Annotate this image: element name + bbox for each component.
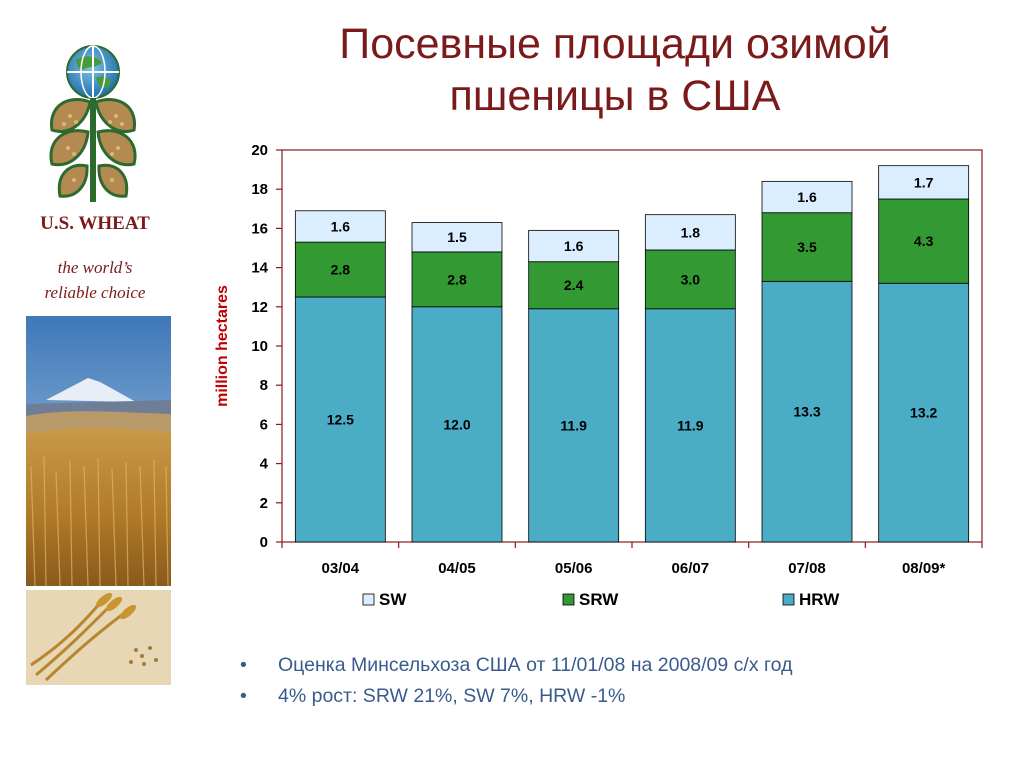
- data-label-srw: 3.5: [797, 239, 817, 255]
- x-category-label: 08/09*: [902, 560, 946, 577]
- bar-hrw: [528, 308, 620, 543]
- y-tick-label: 20: [251, 142, 268, 159]
- y-tick-label: 2: [260, 495, 268, 512]
- wheat-field-photo: [26, 316, 171, 586]
- y-tick-label: 6: [260, 416, 268, 433]
- x-category-label: 03/04: [322, 560, 360, 577]
- y-tick-label: 0: [260, 534, 268, 551]
- data-label-srw: 2.8: [447, 271, 467, 287]
- bar-srw: [761, 212, 853, 282]
- tagline-line-2: reliable choice: [44, 283, 146, 302]
- data-label-srw: 2.8: [331, 262, 351, 278]
- bar-sw: [644, 214, 736, 251]
- page-title: Посевные площади озимой пшеницы в США: [270, 18, 960, 122]
- data-label-sw: 1.6: [564, 238, 584, 254]
- y-tick-label: 14: [251, 260, 268, 277]
- bar-srw: [294, 241, 386, 298]
- legend-swatch-sw: [362, 593, 375, 606]
- bar-hrw: [411, 306, 503, 543]
- sidebar: U.S. WHEAT the world’s reliable choice: [0, 0, 180, 768]
- wheat-grain-photo: [26, 590, 171, 685]
- data-label-hrw: 13.3: [793, 404, 820, 420]
- data-label-hrw: 11.9: [677, 417, 704, 433]
- y-axis-label: million hectares: [214, 285, 231, 407]
- data-label-srw: 4.3: [914, 233, 934, 249]
- bar-srw: [411, 251, 503, 308]
- legend-label-sw: SW: [379, 590, 407, 609]
- x-category-label: 05/06: [555, 560, 593, 577]
- data-label-srw: 2.4: [564, 277, 584, 293]
- y-tick-label: 4: [260, 456, 269, 473]
- data-label-sw: 1.7: [914, 174, 934, 190]
- bar-hrw: [294, 296, 386, 543]
- legend-swatch-hrw: [782, 593, 795, 606]
- brand-name: U.S. WHEAT: [40, 213, 150, 234]
- bar-hrw: [761, 280, 853, 543]
- data-label-sw: 1.8: [681, 224, 701, 240]
- bar-sw: [528, 229, 620, 263]
- data-label-sw: 1.6: [331, 218, 351, 234]
- us-wheat-logo: [49, 45, 137, 202]
- bar-sw: [411, 222, 503, 253]
- tagline-line-1: the world’s: [57, 258, 133, 277]
- y-tick-label: 16: [251, 220, 268, 237]
- bar-srw: [644, 249, 736, 310]
- x-category-label: 06/07: [672, 560, 710, 577]
- bar-srw: [528, 261, 620, 310]
- bar-hrw: [878, 282, 970, 543]
- x-category-label: 07/08: [788, 560, 826, 577]
- data-label-srw: 3.0: [681, 271, 701, 287]
- bar-sw: [761, 180, 853, 214]
- title-line-1: Посевные площади озимой: [339, 20, 891, 68]
- note-item: Оценка Минсельхоза США от 11/01/08 на 20…: [240, 650, 792, 681]
- y-tick-label: 10: [251, 338, 268, 355]
- data-label-hrw: 12.0: [443, 416, 470, 432]
- bar-srw: [878, 198, 970, 284]
- data-label-hrw: 13.2: [910, 405, 937, 421]
- bar-hrw: [644, 308, 736, 543]
- notes-list: Оценка Минсельхоза США от 11/01/08 на 20…: [240, 650, 792, 712]
- y-tick-label: 18: [251, 181, 268, 198]
- legend-label-hrw: HRW: [799, 590, 840, 609]
- wheat-area-chart: 0 2 4 6 8 10 12 14 16 18 20 million hectares 12.5 2.…: [214, 142, 983, 609]
- data-label-sw: 1.6: [797, 189, 817, 205]
- y-tick-label: 8: [260, 377, 268, 394]
- title-line-2: пшеницы в США: [449, 72, 781, 120]
- note-item: 4% рост: SRW 21%, SW 7%, HRW -1%: [240, 681, 792, 712]
- data-label-hrw: 12.5: [327, 412, 354, 428]
- y-tick-label: 12: [251, 299, 268, 316]
- data-label-sw: 1.5: [447, 229, 467, 245]
- bar-sw: [878, 165, 970, 200]
- plot-frame: [281, 149, 983, 543]
- legend-swatch-srw: [562, 593, 575, 606]
- bar-sw: [294, 210, 386, 243]
- brand-tagline: the world’s reliable choice: [20, 255, 170, 305]
- legend-label-srw: SRW: [579, 590, 619, 609]
- data-label-hrw: 11.9: [560, 417, 587, 433]
- x-category-label: 04/05: [438, 560, 476, 577]
